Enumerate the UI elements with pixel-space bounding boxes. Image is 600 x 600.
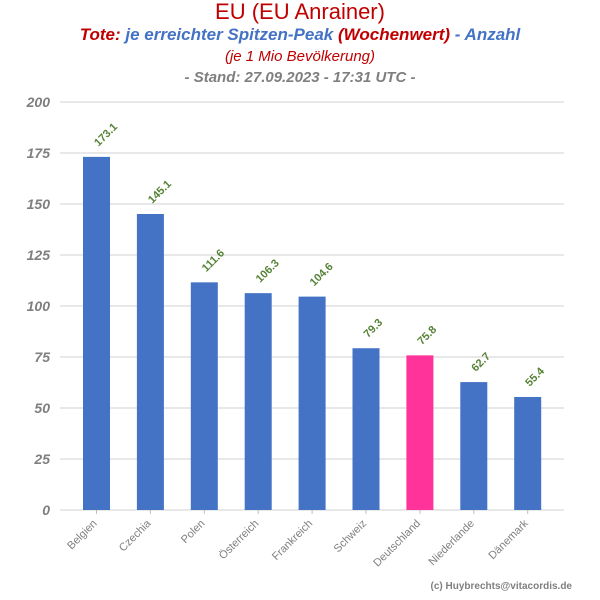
- bar: [244, 293, 272, 510]
- x-tick-label: Belgien: [65, 518, 99, 552]
- y-tick-label: 125: [27, 247, 51, 263]
- bar: [298, 296, 326, 510]
- x-tick-label: Frankreich: [270, 518, 315, 563]
- y-tick-label: 150: [27, 196, 51, 212]
- bars: [83, 156, 542, 510]
- data-label: 111.6: [200, 247, 227, 274]
- data-label: 104.6: [308, 261, 336, 289]
- bar: [406, 355, 434, 510]
- y-tick-label: 200: [26, 94, 51, 110]
- bar: [136, 213, 164, 510]
- subtitle-description: je erreichter Spitzen-Peak: [125, 25, 334, 44]
- bar: [460, 382, 488, 510]
- y-tick-label: 100: [27, 298, 51, 314]
- y-tick-label: 0: [42, 502, 50, 518]
- chart-title: EU (EU Anrainer): [215, 0, 385, 24]
- bar: [514, 396, 542, 510]
- y-axis: 0 25 50 75 100 125 150 175 200: [26, 94, 51, 518]
- y-tick-label: 175: [27, 145, 51, 161]
- y-tick-label: 25: [33, 451, 50, 467]
- subtitle-metric: Tote:: [79, 25, 121, 44]
- x-axis: Belgien Czechia Polen Österreich Frankreich S…: [65, 510, 531, 569]
- credit-text: (c) Huybrechts@vitacordis.de: [430, 581, 572, 592]
- data-label: 106.3: [254, 257, 282, 285]
- chart-subtitle-normalization: (je 1 Mio Bevölkerung): [224, 48, 376, 65]
- data-label: 173.1: [92, 121, 120, 149]
- data-label: 75.8: [416, 324, 440, 348]
- chart-subtitle-timestamp: - Stand: 27.09.2023 - 17:31 UTC -: [184, 69, 416, 86]
- x-tick-label: Österreich: [217, 518, 261, 562]
- data-label: 79.3: [362, 317, 386, 341]
- x-tick-label: Schweiz: [332, 518, 369, 555]
- y-tick-label: 50: [34, 400, 50, 416]
- x-tick-label: Dänemark: [486, 517, 531, 562]
- subtitle-unit: - Anzahl: [454, 25, 521, 44]
- y-tick-label: 75: [34, 349, 50, 365]
- data-label: 55.4: [523, 365, 547, 389]
- x-tick-label: Deutschland: [371, 518, 423, 570]
- chart-subtitle: Tote: je erreichter Spitzen-Peak (Wochen…: [0, 25, 600, 45]
- x-tick-label: Czechia: [117, 517, 154, 554]
- x-tick-label: Polen: [179, 518, 207, 546]
- x-tick-label: Niederlande: [426, 518, 476, 568]
- bar: [352, 348, 380, 510]
- bar: [190, 282, 218, 510]
- data-label: 145.1: [146, 178, 174, 206]
- subtitle-period: (Wochenwert): [337, 25, 451, 44]
- bar: [83, 156, 110, 510]
- data-label: 62.7: [469, 351, 493, 375]
